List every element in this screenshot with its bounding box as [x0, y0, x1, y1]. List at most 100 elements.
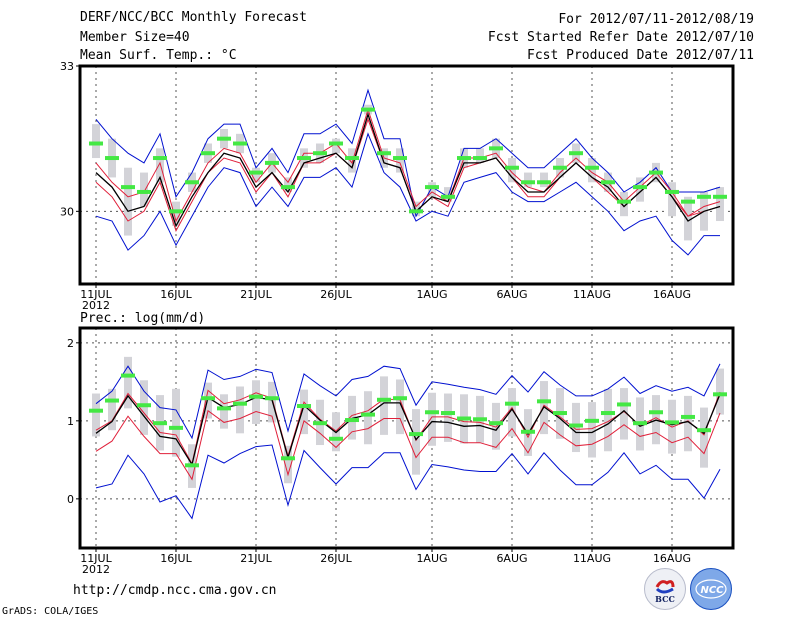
- temp-observed-mark: [201, 151, 215, 156]
- precip-spread-box: [396, 379, 404, 435]
- precip-observed-mark: [681, 414, 695, 419]
- temp-observed-mark: [489, 146, 503, 151]
- temp-observed-mark: [633, 185, 647, 190]
- precip-spread-box: [588, 402, 596, 458]
- temp-observed-mark: [585, 165, 599, 170]
- temp-spread-box: [476, 148, 484, 163]
- temp-observed-mark: [345, 156, 359, 161]
- temp-observed-mark: [457, 156, 471, 161]
- temp-spread-box: [412, 201, 420, 217]
- temp-spread-box: [508, 158, 516, 183]
- temp-spread-box: [124, 167, 132, 236]
- precip-observed-mark: [313, 421, 327, 426]
- temp-spread-box: [348, 148, 356, 173]
- temp-observed-mark: [553, 165, 567, 170]
- precip-observed-mark: [217, 406, 231, 411]
- precip-observed-mark: [585, 418, 599, 423]
- precip-spread-box: [204, 382, 212, 419]
- precip-observed-mark: [153, 421, 167, 426]
- temp-spread-box: [620, 191, 628, 217]
- temp-observed-mark: [121, 185, 135, 190]
- temp-min-line: [95, 132, 720, 256]
- temp-spread-box: [156, 148, 164, 183]
- temp-xtick-label: 16JUL: [160, 288, 192, 301]
- precip-observed-mark: [409, 432, 423, 437]
- precip-spread-box: [716, 368, 724, 415]
- precip-observed-mark: [169, 425, 183, 430]
- precip-observed-mark: [105, 398, 119, 403]
- temp-observed-mark: [473, 156, 487, 161]
- precip-spread-box: [700, 407, 708, 468]
- temp-spread-box: [140, 172, 148, 207]
- temp-observed-mark: [697, 194, 711, 199]
- ncc-logo: NCC: [690, 568, 732, 610]
- temp-observed-mark: [169, 209, 183, 214]
- temp-xtick-label: 1AUG: [416, 288, 447, 301]
- temp-observed-mark: [297, 156, 311, 161]
- temp-ytick-label: 33: [60, 60, 74, 73]
- precip-ytick-label: 2: [67, 337, 74, 350]
- precip-max-line: [95, 363, 721, 440]
- precip-observed-mark: [569, 423, 583, 428]
- forecast-produced-date: Fcst Produced Date 2012/07/11: [527, 48, 754, 63]
- precip-spread-box: [140, 380, 148, 435]
- precip-xtick-label: 26JUL: [320, 552, 352, 565]
- precip-spread-box: [124, 356, 132, 409]
- temp-spread-box: [588, 158, 596, 183]
- precip-spread-box: [348, 395, 356, 440]
- precip-spread-box: [684, 395, 692, 452]
- temp-observed-mark: [313, 151, 327, 156]
- temp-spread-box: [252, 167, 260, 183]
- temp-observed-mark: [137, 189, 151, 194]
- temp-spread-box: [524, 172, 532, 188]
- temp-observed-mark: [233, 141, 247, 146]
- ncc-logo-text: NCC: [700, 585, 724, 596]
- temp-spread-box: [284, 177, 292, 192]
- precip-observed-mark: [649, 410, 663, 415]
- temp-observed-mark: [265, 160, 279, 165]
- temp-observed-mark: [153, 156, 167, 161]
- temp-observed-mark: [409, 209, 423, 214]
- temp-spread-box: [636, 177, 644, 202]
- precip-spread-box: [444, 393, 452, 442]
- precip-spread-box: [492, 402, 500, 450]
- precip-spread-box: [172, 388, 180, 457]
- precip-spread-box: [412, 409, 420, 475]
- precip-min-line: [95, 444, 721, 520]
- precip-spread-box: [284, 445, 292, 484]
- temp-observed-mark: [393, 156, 407, 161]
- temp-observed-mark: [665, 189, 679, 194]
- temp-xtick-label: 21JUL: [240, 288, 272, 301]
- precip-ensemble-mean-line: [95, 394, 721, 467]
- source-url[interactable]: http://cmdp.ncc.cma.gov.cn: [73, 583, 277, 598]
- precip-observed-mark: [521, 429, 535, 434]
- precip-observed-mark: [537, 399, 551, 404]
- precip-observed-mark: [361, 412, 375, 417]
- temp-observed-mark: [617, 199, 631, 204]
- precip-observed-mark: [425, 410, 439, 415]
- precip-spread-box: [108, 388, 116, 431]
- precip-observed-mark: [489, 421, 503, 426]
- temp-spread-box: [684, 196, 692, 241]
- precip-observed-mark: [121, 373, 135, 378]
- temp-observed-mark: [425, 185, 439, 190]
- temp-spread-box: [668, 182, 676, 217]
- precip-observed-mark: [249, 394, 263, 399]
- forecast-period: For 2012/07/11-2012/08/19: [558, 12, 754, 27]
- temp-upper-quartile-line: [95, 107, 721, 223]
- temp-observed-mark: [649, 170, 663, 175]
- precip-spread-box: [380, 376, 388, 435]
- precip-observed-mark: [617, 402, 631, 407]
- chart-title: DERF/NCC/BCC Monthly Forecast: [80, 10, 307, 25]
- precip-ytick-label: 0: [67, 493, 74, 506]
- temp-observed-mark: [329, 141, 343, 146]
- temp-observed-mark: [89, 141, 103, 146]
- precip-spread-box: [236, 386, 244, 434]
- precip-ytick-label: 1: [67, 415, 74, 428]
- temp-spread-box: [428, 182, 436, 197]
- precip-observed-mark: [233, 401, 247, 406]
- temp-observed-mark: [441, 194, 455, 199]
- temp-observed-mark: [377, 151, 391, 156]
- temp-observed-mark: [505, 165, 519, 170]
- precip-observed-mark: [441, 411, 455, 416]
